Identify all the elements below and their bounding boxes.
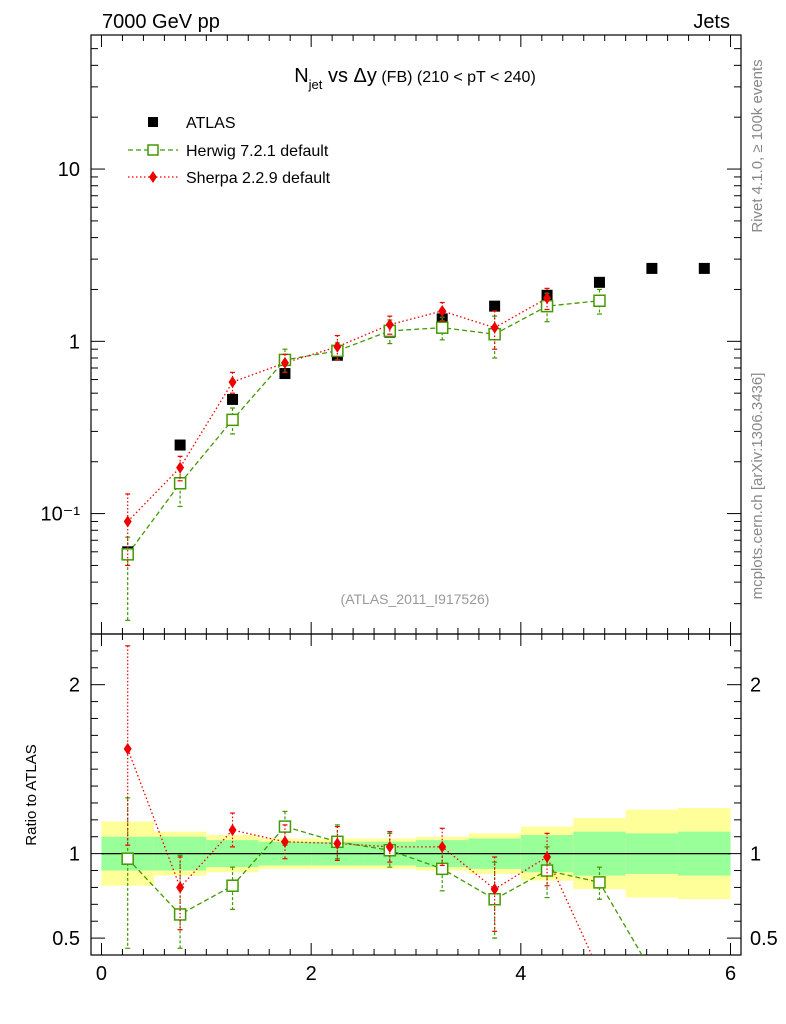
sherpa-ratio-point <box>385 840 394 853</box>
legend-sherpa-marker <box>149 171 157 183</box>
title-sub: jet <box>308 77 323 92</box>
herwig-point <box>173 477 187 490</box>
main-y-tick-label: 1 <box>69 331 80 353</box>
sherpa-ratio-point <box>123 742 132 755</box>
atlas-point <box>646 262 658 274</box>
herwig-ratio-point <box>226 879 239 892</box>
sherpa-ratio-point <box>333 837 342 850</box>
title-rest: vs Δy <box>322 65 376 87</box>
sherpa-point <box>490 321 499 334</box>
ratio-y-tick-label-right: 1 <box>750 844 761 866</box>
x-tick-label: 0 <box>96 963 107 985</box>
plot-title: Njet vs Δy (FB) (210 < pT < 240) <box>294 65 536 92</box>
sherpa-point <box>543 292 552 305</box>
sherpa-point <box>123 515 132 528</box>
sherpa-ratio-point <box>490 883 499 896</box>
sherpa-point <box>176 461 185 474</box>
sherpa-ratio-point <box>176 881 185 894</box>
x-tick-label: 4 <box>515 963 526 985</box>
sherpa-point <box>385 318 394 331</box>
title-range: (210 < pT < 240) <box>412 69 535 86</box>
atlas-point <box>698 262 710 274</box>
ratio-y-tick-label-right: 2 <box>750 675 761 697</box>
rivet-version-label: Rivet 4.1.0, ≥ 100k events <box>749 59 766 232</box>
sherpa-point <box>280 356 289 369</box>
herwig-ratio-point <box>540 864 554 877</box>
atlas-point <box>279 368 291 380</box>
ratio-ylabel: Ratio to ATLAS <box>23 744 40 845</box>
title-small: (FB) <box>377 69 413 86</box>
sherpa-point <box>438 304 447 317</box>
atlas-point <box>174 439 186 451</box>
herwig-point <box>226 413 239 427</box>
main-line-sherpa <box>127 297 548 522</box>
x-tick-label: 6 <box>725 963 736 985</box>
herwig-ratio-point <box>121 852 134 865</box>
sherpa-ratio-point <box>438 840 447 853</box>
ratio-y-tick-label-left: 1 <box>69 844 80 866</box>
sherpa-ratio-point <box>280 835 289 848</box>
header-left-label: 7000 GeV pp <box>102 11 220 33</box>
atlas-point <box>227 393 239 405</box>
title-main: N <box>294 65 308 87</box>
legend: ATLAS Herwig 7.2.1 default Sherpa 2.2.9 … <box>128 115 331 187</box>
analysis-tag: (ATLAS_2011_I917526) <box>341 591 490 607</box>
herwig-ratio-point <box>278 820 292 833</box>
mcplots-label: mcplots.cern.ch [arXiv:1306.3436] <box>749 373 766 600</box>
legend-herwig-marker <box>147 144 159 156</box>
herwig-point <box>435 321 449 334</box>
legend-herwig-label: Herwig 7.2.1 default <box>186 143 329 160</box>
ratio-y-tick-label-left: 0.5 <box>52 928 80 950</box>
sherpa-ratio-point <box>228 823 237 836</box>
sherpa-ratio-point <box>543 851 552 864</box>
atlas-point <box>489 300 501 312</box>
ratio-frame <box>90 633 742 956</box>
ratio-y-tick-label-right: 0.5 <box>750 928 778 950</box>
plot-layer: 0 2 4 6 10⁻¹ 1 10 0.5 0.5 1 1 2 2 <box>41 34 778 985</box>
atlas-point <box>593 276 605 288</box>
sherpa-point <box>333 340 342 353</box>
x-tick-label: 2 <box>306 963 317 985</box>
main-y-tick-label: 10⁻¹ <box>41 504 81 526</box>
header-right-label: Jets <box>693 11 730 33</box>
herwig-ratio-point <box>593 876 606 889</box>
herwig-point <box>593 294 606 307</box>
legend-sherpa-label: Sherpa 2.2.9 default <box>186 170 331 187</box>
sherpa-point <box>228 376 237 389</box>
ratio-y-tick-label-left: 2 <box>69 675 80 697</box>
main-line-herwig <box>127 300 600 555</box>
legend-atlas-marker <box>148 117 158 127</box>
main-y-tick-label: 10 <box>58 159 80 181</box>
legend-atlas-label: ATLAS <box>186 115 236 132</box>
